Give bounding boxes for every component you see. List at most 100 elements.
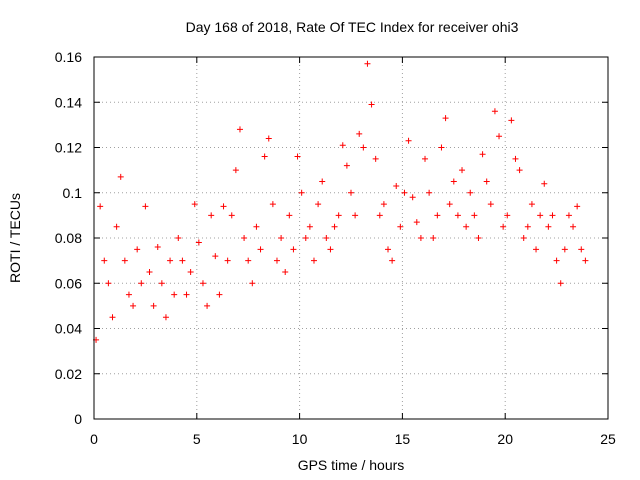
data-point: [323, 235, 330, 241]
data-point: [545, 223, 552, 230]
data-point: [319, 178, 326, 185]
data-point: [479, 151, 486, 158]
data-point: [504, 212, 511, 219]
data-point: [533, 246, 540, 253]
data-points: [93, 60, 589, 343]
data-point: [121, 257, 128, 264]
data-point: [310, 257, 317, 264]
data-point: [302, 235, 309, 241]
data-point: [553, 257, 560, 264]
data-point: [208, 212, 215, 219]
data-point: [187, 268, 194, 275]
data-point: [245, 257, 252, 264]
data-point: [352, 212, 359, 219]
data-point: [212, 253, 219, 260]
data-point: [315, 201, 322, 208]
x-tick-label: 5: [193, 431, 201, 447]
data-point: [125, 291, 132, 298]
data-point: [117, 173, 124, 180]
data-point: [409, 194, 416, 201]
data-point: [261, 153, 268, 160]
data-point: [524, 223, 531, 230]
data-point: [167, 257, 174, 264]
data-point: [405, 137, 412, 144]
data-point: [446, 201, 453, 208]
data-point: [475, 235, 482, 241]
data-point: [343, 162, 350, 169]
data-point: [537, 212, 544, 219]
y-tick-label: 0: [74, 411, 82, 427]
y-tick-label: 0.1: [63, 185, 83, 201]
axis-ticks: [93, 56, 609, 420]
data-point: [364, 60, 371, 67]
data-point: [195, 239, 202, 246]
data-point: [306, 223, 313, 230]
data-point: [450, 178, 457, 185]
data-point: [339, 142, 346, 149]
data-point: [541, 180, 548, 187]
data-point: [146, 268, 153, 275]
data-point: [491, 108, 498, 115]
x-tick-label: 15: [395, 431, 411, 447]
data-point: [578, 246, 585, 253]
data-point: [397, 223, 404, 230]
data-point: [426, 189, 433, 196]
data-point: [290, 246, 297, 253]
data-point: [376, 212, 383, 219]
data-point: [113, 223, 120, 230]
data-point: [389, 257, 396, 264]
y-tick-label: 0.08: [55, 230, 82, 246]
data-point: [130, 302, 137, 309]
data-point: [368, 101, 375, 108]
x-tick-label: 10: [292, 431, 308, 447]
y-tick-label: 0.12: [55, 140, 82, 156]
data-point: [561, 246, 568, 253]
data-point: [380, 201, 387, 208]
data-point: [142, 203, 149, 210]
y-tick-label: 0.04: [55, 321, 82, 337]
data-point: [348, 189, 354, 196]
data-point: [179, 257, 186, 264]
data-point: [508, 117, 515, 124]
data-point: [109, 314, 116, 321]
x-axis-label: GPS time / hours: [298, 457, 405, 473]
data-point: [496, 133, 503, 140]
data-point: [191, 201, 198, 208]
data-point: [273, 257, 280, 264]
x-tick-labels: 0 5 10 15 20 25: [90, 431, 616, 447]
y-tick-label: 0.14: [55, 94, 82, 110]
x-tick-label: 25: [600, 431, 616, 447]
data-point: [570, 223, 577, 230]
data-point: [253, 223, 260, 230]
data-point: [438, 144, 445, 151]
data-point: [549, 212, 556, 219]
data-point: [372, 155, 379, 162]
data-point: [442, 115, 449, 122]
data-point: [565, 212, 572, 219]
data-point: [162, 314, 169, 321]
data-point: [430, 235, 437, 241]
x-tick-label: 20: [497, 431, 513, 447]
data-point: [557, 280, 564, 287]
data-point: [360, 144, 367, 151]
data-point: [232, 167, 239, 174]
data-point: [487, 201, 494, 208]
data-point: [158, 280, 165, 287]
data-point: [286, 212, 293, 219]
data-point: [512, 155, 519, 162]
y-tick-label: 0.16: [55, 49, 82, 65]
data-point: [241, 235, 248, 241]
data-point: [520, 235, 527, 241]
data-point: [220, 203, 227, 210]
data-point: [434, 212, 441, 219]
y-tick-label: 0.02: [55, 366, 82, 382]
data-point: [134, 246, 141, 253]
data-point: [393, 182, 400, 189]
data-point: [97, 203, 104, 210]
data-point: [500, 223, 507, 230]
data-point: [401, 189, 408, 196]
data-point: [463, 223, 470, 230]
data-point: [454, 212, 461, 219]
data-point: [413, 219, 420, 226]
